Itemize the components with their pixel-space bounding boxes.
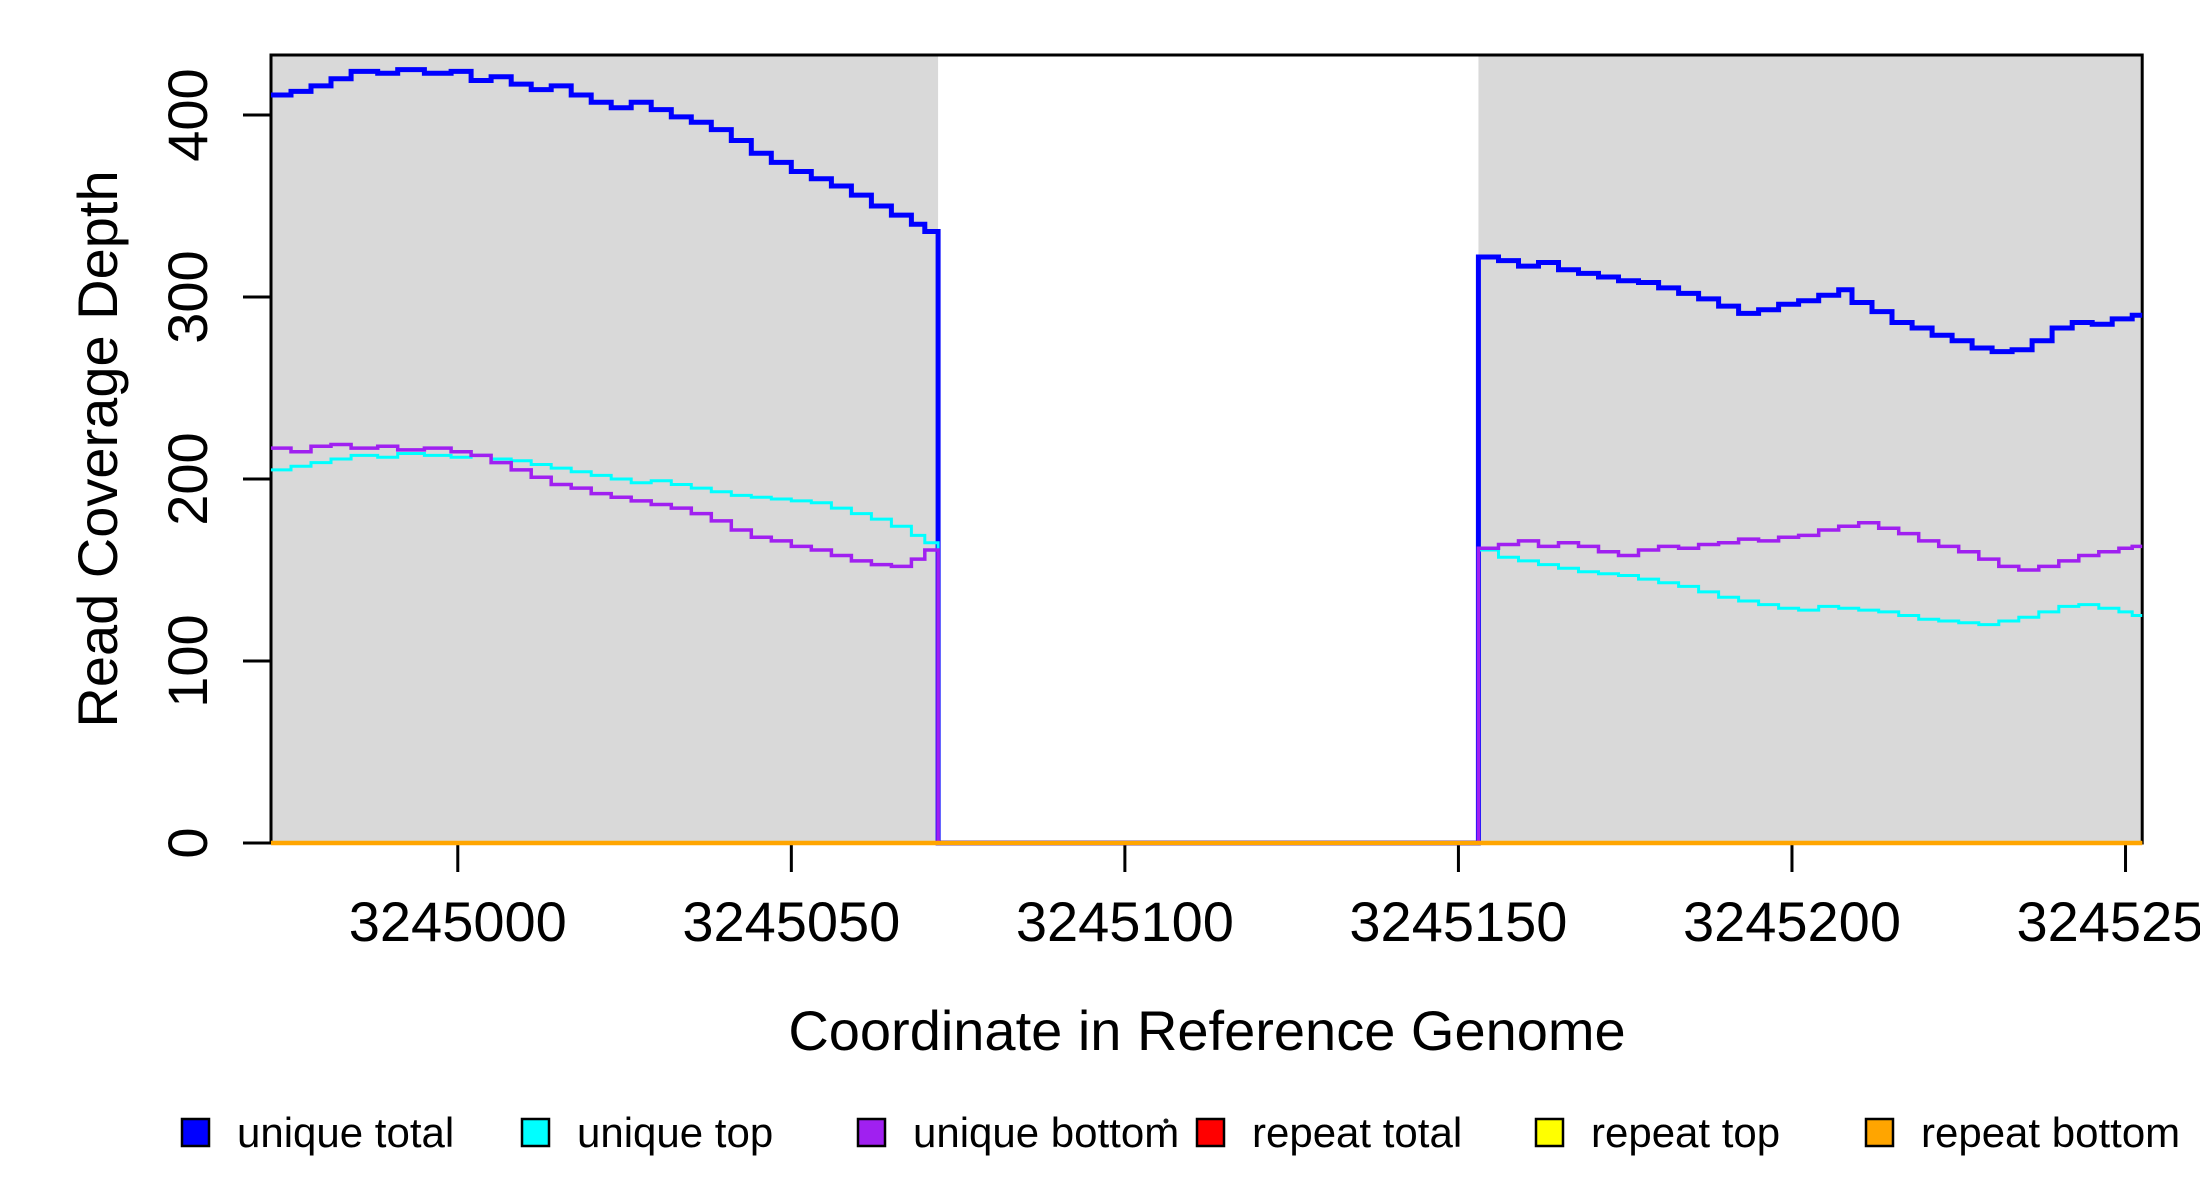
axis-ticks: 3245000 3245050 3245100 3245150 3245200 32452… [156, 68, 2200, 953]
legend-entry: unique total [180, 1109, 454, 1156]
y-axis-title: Read Coverage Depth [66, 170, 129, 727]
legend-label: unique top [577, 1109, 773, 1156]
y-axis-tick-label: 200 [156, 432, 219, 525]
legend-entry: repeat top [1534, 1109, 1780, 1156]
legend-label: repeat bottom [1921, 1109, 2180, 1156]
shaded-regions [271, 55, 2143, 843]
legend-swatch-unique-bottom [856, 1117, 887, 1148]
y-axis-tick-label: 100 [156, 614, 219, 707]
legend-entry: unique top [520, 1109, 773, 1156]
legend-entry: repeat total [1195, 1109, 1462, 1156]
legend-swatch-repeat-total [1195, 1117, 1226, 1148]
shaded-region [271, 55, 939, 843]
x-axis-tick-label: 3245150 [1349, 890, 1567, 953]
x-axis-tick-label: 3245100 [1016, 890, 1234, 953]
y-axis-tick-label: 400 [156, 68, 219, 161]
legend-entry: repeat bottom [1864, 1109, 2180, 1156]
legend-swatch-unique-top [520, 1117, 551, 1148]
legend-label: repeat total [1252, 1109, 1462, 1156]
shaded-region [1478, 55, 2143, 843]
legend-label: unique total [237, 1109, 454, 1156]
legend-label: unique bottom [913, 1109, 1179, 1156]
x-axis-title: Coordinate in Reference Genome [788, 999, 1625, 1062]
legend-swatch-repeat-top [1534, 1117, 1565, 1148]
y-axis-tick-label: 300 [156, 250, 219, 343]
legend-swatch-repeat-bottom [1864, 1117, 1895, 1148]
legend-swatch-unique-total [180, 1117, 211, 1148]
x-axis-tick-label: 3245000 [349, 890, 567, 953]
stray-dot [1163, 1118, 1169, 1124]
y-axis-tick-label: 0 [156, 827, 219, 858]
legend-entry: unique bottom [856, 1109, 1179, 1156]
x-axis-tick-label: 3245200 [1683, 890, 1901, 953]
series-line-unique-bottom [271, 442, 2143, 845]
legend: unique total unique top unique bottom repea… [180, 1109, 2180, 1156]
data-series [271, 67, 2143, 846]
legend-label: repeat top [1591, 1109, 1780, 1156]
x-axis-tick-label: 3245050 [682, 890, 900, 953]
